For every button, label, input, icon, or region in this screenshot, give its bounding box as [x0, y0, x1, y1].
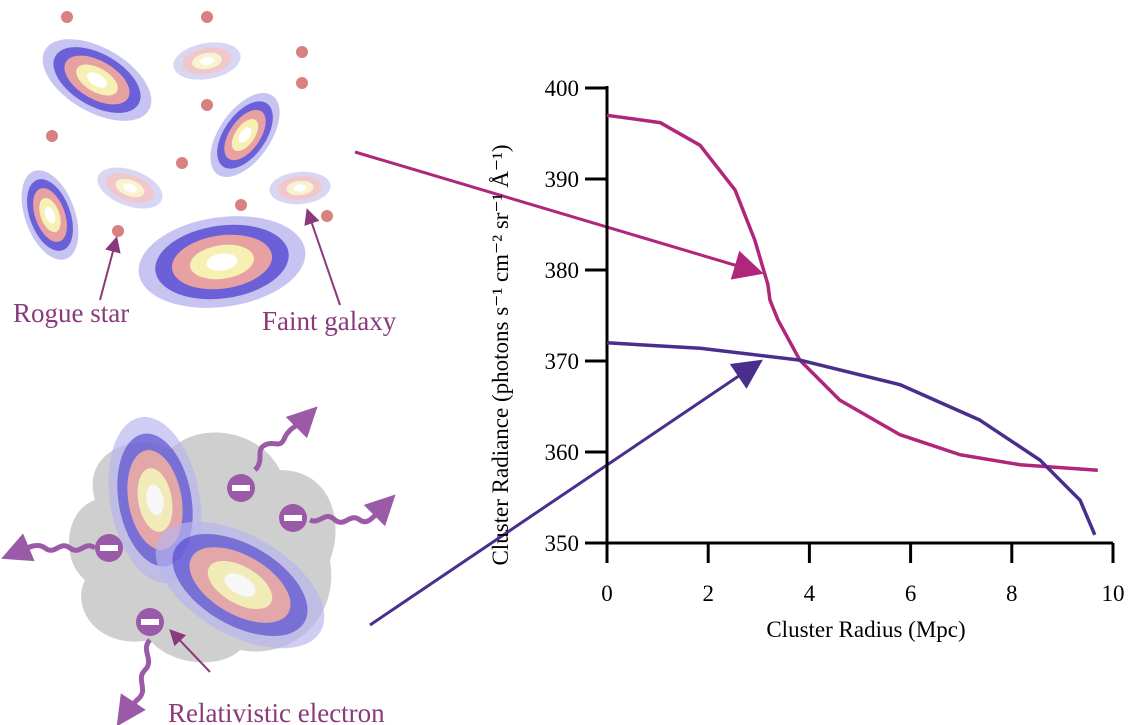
annotation: Faint galaxy: [262, 306, 397, 336]
y-tick-label: 380: [545, 258, 580, 283]
y-tick-label: 390: [545, 167, 580, 192]
x-tick-label: 6: [905, 581, 917, 606]
line: [607, 343, 1095, 535]
annotation: Rogue star: [13, 298, 129, 328]
x-tick-label: 0: [601, 581, 613, 606]
illustration-cluster: [11, 11, 340, 318]
x-tick-label: 2: [702, 581, 714, 606]
y-tick-label: 370: [545, 349, 580, 374]
figure: Rogue star Faint galaxy Relativistic ele…: [0, 0, 1133, 725]
x-tick-label: 10: [1102, 581, 1125, 606]
y-axis-label: Cluster Radiance (photons s⁻¹ cm⁻² sr⁻¹ …: [488, 144, 513, 565]
annotation: Relativistic electron: [168, 698, 385, 725]
illustration-halo: [15, 409, 385, 714]
x-tick-label: 4: [804, 581, 816, 606]
arrow: [370, 363, 758, 625]
y-tick-label: 400: [545, 76, 580, 101]
x-tick-label: 8: [1006, 581, 1018, 606]
x-axis-label: Cluster Radius (Mpc): [766, 617, 965, 642]
y-tick-label: 360: [545, 440, 580, 465]
y-tick-label: 350: [545, 531, 580, 556]
